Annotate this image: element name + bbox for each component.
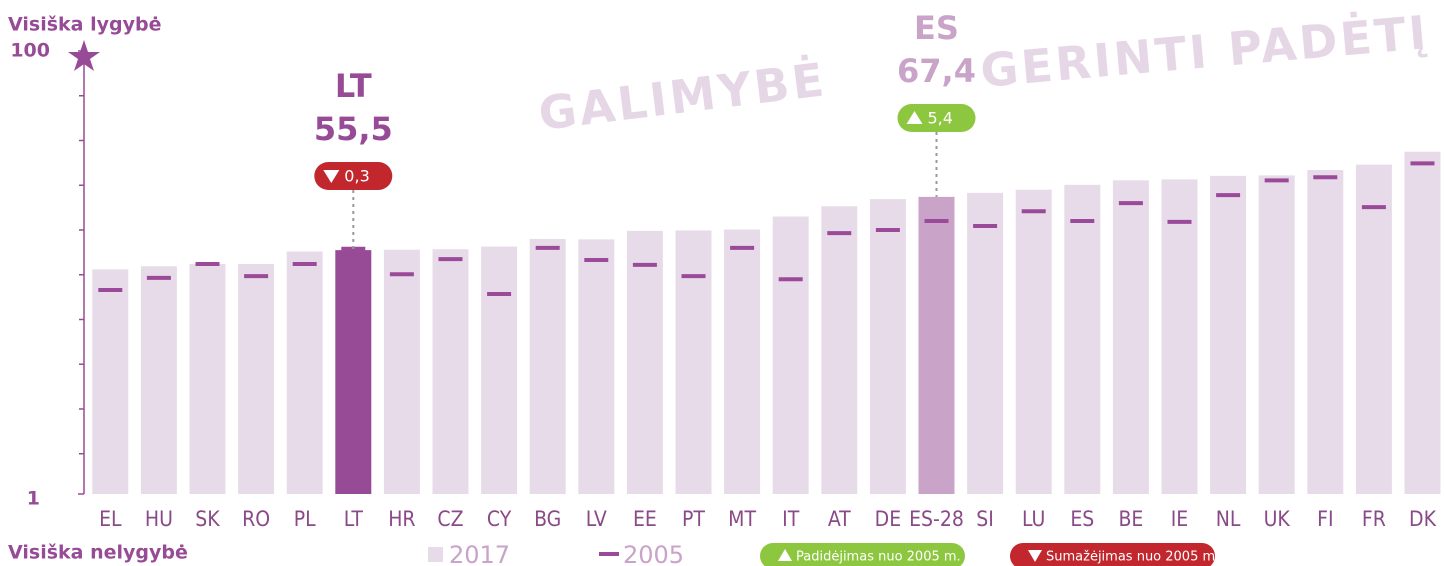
bar <box>1015 189 1052 495</box>
bar <box>821 206 858 494</box>
bar <box>1404 151 1441 494</box>
x-tick-label: SK <box>195 507 220 531</box>
x-tick-label: CZ <box>437 507 463 531</box>
bar <box>529 238 566 494</box>
x-tick-label: ES <box>1070 507 1094 531</box>
watermark: GALIMYBĖ <box>536 52 830 141</box>
x-tick-label: EL <box>99 507 122 531</box>
x-tick-label: NL <box>1216 507 1241 531</box>
y-bottom-label: Visiška nelygybė <box>8 542 188 564</box>
bar <box>918 196 955 494</box>
x-tick-label: HR <box>388 507 415 531</box>
legend-pill-label: Sumažėjimas nuo 2005 m. <box>1046 550 1219 565</box>
legend-pill-label: Padidėjimas nuo 2005 m. <box>796 550 961 565</box>
bar <box>1307 170 1344 494</box>
x-tick-label: FI <box>1317 507 1333 531</box>
bar <box>1112 180 1149 495</box>
x-tick-label: FR <box>1362 507 1386 531</box>
y-top-label: Visiška lygybė <box>8 14 161 36</box>
x-tick-label: DK <box>1409 507 1437 531</box>
bar <box>1355 164 1392 495</box>
x-tick-label: LT <box>344 507 364 531</box>
bar <box>1210 175 1247 494</box>
legend-arrow <box>1028 550 1042 562</box>
x-tick-label: UK <box>1264 507 1291 531</box>
x-tick-label: AT <box>828 507 851 531</box>
change-value: 0,3 <box>344 167 369 186</box>
bar <box>383 249 420 494</box>
highlight-label: LT <box>335 67 372 105</box>
bar <box>1064 184 1101 494</box>
change-value: 5,4 <box>928 109 953 128</box>
x-tick-label: IT <box>782 507 800 531</box>
legend-label: 2005 <box>623 541 684 566</box>
bar <box>626 230 663 495</box>
bar <box>238 263 275 494</box>
bar <box>724 229 761 494</box>
legend-swatch <box>428 547 443 562</box>
x-tick-label: HU <box>145 507 173 531</box>
bar <box>675 230 712 494</box>
x-tick-label: BG <box>534 507 561 531</box>
bar <box>189 263 226 494</box>
x-tick-label: DE <box>875 507 902 531</box>
watermark: GERINTI PADĖTĮ <box>978 5 1431 98</box>
legend-pill <box>760 543 965 566</box>
legend-arrow <box>778 549 792 561</box>
x-tick-label: LU <box>1022 507 1045 531</box>
star-icon <box>68 40 100 71</box>
bar <box>1258 175 1295 494</box>
change-arrow <box>323 170 340 183</box>
bar <box>432 249 469 494</box>
bar <box>772 216 809 494</box>
legend-label: 2017 <box>449 541 510 566</box>
bar <box>869 199 906 494</box>
x-tick-label: ES-28 <box>909 507 964 531</box>
highlight-value: 55,5 <box>314 110 393 148</box>
x-tick-label: PL <box>294 507 316 531</box>
bar <box>92 269 129 494</box>
change-pill <box>314 162 393 190</box>
bar <box>286 251 323 494</box>
y-tick-label: 1 <box>27 488 40 510</box>
bar <box>578 239 615 494</box>
bar <box>967 192 1004 494</box>
x-tick-label: EE <box>633 507 657 531</box>
bar <box>1161 179 1198 495</box>
bar <box>335 250 372 494</box>
bar <box>140 266 177 494</box>
x-tick-label: IE <box>1171 507 1189 531</box>
highlight-value: 67,4 <box>897 52 976 90</box>
x-tick-label: BE <box>1118 507 1143 531</box>
x-tick-label: SI <box>976 507 994 531</box>
legend-pill <box>1010 543 1215 566</box>
change-pill <box>897 104 976 132</box>
x-tick-label: RO <box>242 507 270 531</box>
y-tick-label: 100 <box>10 40 50 62</box>
x-tick-label: CY <box>487 507 512 531</box>
bar <box>481 246 518 494</box>
x-tick-label: MT <box>728 507 756 531</box>
x-tick-label: PT <box>682 507 705 531</box>
change-arrow <box>906 111 923 124</box>
highlight-label: ES <box>914 9 959 47</box>
x-tick-label: LV <box>586 507 607 531</box>
